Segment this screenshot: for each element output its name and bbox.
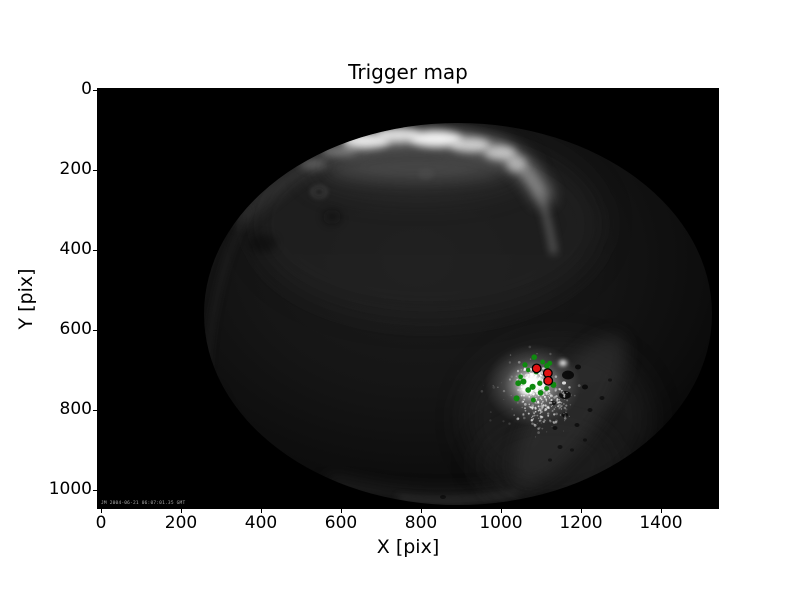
x-tick-label: 600 xyxy=(324,513,358,533)
y-tick-mark xyxy=(93,90,97,91)
y-tick-mark xyxy=(93,250,97,251)
x-tick-label: 800 xyxy=(404,513,438,533)
trigger-point xyxy=(520,378,527,385)
x-tick-label: 200 xyxy=(164,513,198,533)
x-tick-label: 400 xyxy=(244,513,278,533)
y-tick-label: 0 xyxy=(81,79,92,99)
trigger-point xyxy=(529,383,536,390)
rim-streak xyxy=(519,166,558,255)
trigger-point xyxy=(537,380,543,386)
x-axis-label: X [pix] xyxy=(376,536,440,558)
y-tick-label: 800 xyxy=(59,399,92,419)
trigger-point xyxy=(544,363,550,369)
trigger-point xyxy=(522,362,528,368)
dome-features xyxy=(204,128,653,505)
y-tick-label: 200 xyxy=(59,159,92,179)
trigger-point xyxy=(515,380,522,387)
x-tick-mark xyxy=(341,509,342,513)
camera-timestamp: JM 2004-06-21 06:07:01.35 GMT xyxy=(101,500,185,506)
trigger-point xyxy=(544,385,550,391)
trigger-point xyxy=(525,367,531,373)
x-tick-label: 1200 xyxy=(559,513,603,533)
x-tick-mark xyxy=(181,509,182,513)
y-tick-label: 600 xyxy=(59,319,92,339)
x-tick-mark xyxy=(501,509,502,513)
y-tick-mark xyxy=(93,330,97,331)
y-tick-label: 1000 xyxy=(48,479,92,499)
core-trigger-point xyxy=(543,375,554,386)
y-tick-label: 400 xyxy=(59,239,92,259)
sky-image: JM 2004-06-21 06:07:01.35 GMT xyxy=(98,89,718,508)
trigger-point xyxy=(530,397,536,403)
plot-area: JM 2004-06-21 06:07:01.35 GMT xyxy=(97,88,719,509)
y-tick-mark xyxy=(93,410,97,411)
y-tick-mark xyxy=(93,490,97,491)
x-tick-label: 1400 xyxy=(639,513,683,533)
x-tick-label: 1000 xyxy=(479,513,523,533)
trigger-point xyxy=(518,374,523,380)
trigger-point xyxy=(513,395,520,402)
plot-title: Trigger map xyxy=(348,60,468,84)
x-tick-mark xyxy=(581,509,582,513)
y-tick-mark xyxy=(93,170,97,171)
trigger-point xyxy=(537,389,544,396)
x-tick-mark xyxy=(261,509,262,513)
trigger-point xyxy=(525,387,532,393)
trigger-point xyxy=(531,354,537,360)
trigger-point xyxy=(540,359,546,365)
x-tick-mark xyxy=(421,509,422,513)
x-tick-mark xyxy=(661,509,662,513)
cloud-band xyxy=(234,136,365,225)
x-tick-label: 0 xyxy=(95,513,107,533)
core-trigger-point xyxy=(531,363,542,374)
x-tick-mark xyxy=(101,509,102,513)
trigger-markers xyxy=(513,354,557,403)
